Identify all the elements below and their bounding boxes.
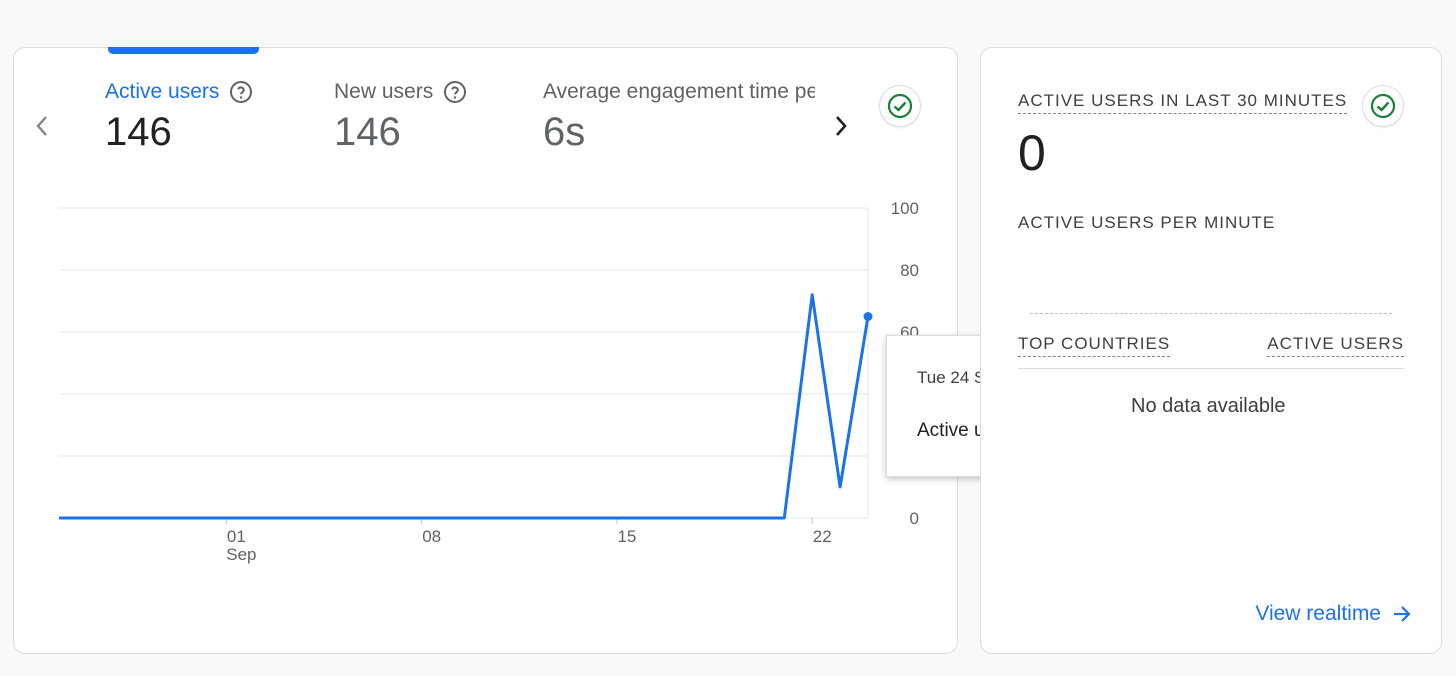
metric-value: 146 — [334, 110, 401, 154]
help-circle-icon[interactable] — [229, 80, 253, 104]
overview-card: Active users 146 New users 146 Average e… — [13, 47, 958, 654]
arrow-right-icon — [1394, 606, 1411, 622]
column-header-active-users[interactable]: ACTIVE USERS — [1267, 334, 1404, 357]
series-line-active-users — [59, 293, 870, 520]
table-divider — [1018, 368, 1404, 369]
view-realtime-link[interactable]: View realtime — [1255, 602, 1413, 626]
active-users-line-chart: 02040608010001Sep081522 — [59, 199, 919, 564]
metric-tab-active-users[interactable]: Active users 146 — [105, 80, 253, 155]
prev-metrics-button[interactable] — [26, 110, 58, 142]
column-header-top-countries[interactable]: TOP COUNTRIES — [1018, 334, 1171, 357]
data-quality-button[interactable] — [1362, 85, 1404, 127]
view-realtime-label: View realtime — [1255, 602, 1381, 625]
realtime-count: 0 — [1018, 125, 1046, 181]
realtime-card: ACTIVE USERS IN LAST 30 MINUTES 0 ACTIVE… — [980, 47, 1442, 654]
realtime-title[interactable]: ACTIVE USERS IN LAST 30 MINUTES — [1018, 91, 1348, 114]
x-tick-sublabel: Sep — [226, 545, 256, 564]
series-point-highlight — [863, 312, 873, 321]
no-data-message: No data available — [1131, 395, 1286, 417]
x-tick-label: 08 — [422, 527, 441, 546]
chevron-right-icon — [836, 116, 847, 136]
per-minute-title: ACTIVE USERS PER MINUTE — [1018, 213, 1276, 232]
y-tick-label: 0 — [910, 509, 919, 528]
metric-label: New users — [334, 80, 434, 103]
metric-label: Active users — [105, 80, 220, 103]
per-minute-empty-baseline — [1030, 313, 1392, 314]
check-circle-icon — [1370, 93, 1396, 119]
x-tick-label: 01 — [227, 527, 246, 546]
metric-value: 146 — [105, 110, 172, 154]
x-tick-label: 22 — [813, 527, 832, 546]
chevron-left-icon — [36, 116, 47, 136]
metric-label: Average engagement time per active user — [543, 80, 815, 103]
help-circle-icon[interactable] — [443, 80, 467, 104]
y-tick-label: 80 — [900, 261, 919, 280]
metric-tab-new-users[interactable]: New users 146 — [334, 80, 467, 155]
metric-value: 6s — [543, 110, 586, 154]
next-metrics-button[interactable] — [825, 110, 857, 142]
active-tab-indicator — [108, 47, 259, 54]
y-tick-label: 100 — [891, 199, 919, 218]
check-circle-icon — [887, 93, 913, 119]
metric-tab-engagement-time[interactable]: Average engagement time per active user … — [543, 80, 815, 155]
x-tick-label: 15 — [617, 527, 636, 546]
data-quality-button[interactable] — [879, 85, 921, 127]
